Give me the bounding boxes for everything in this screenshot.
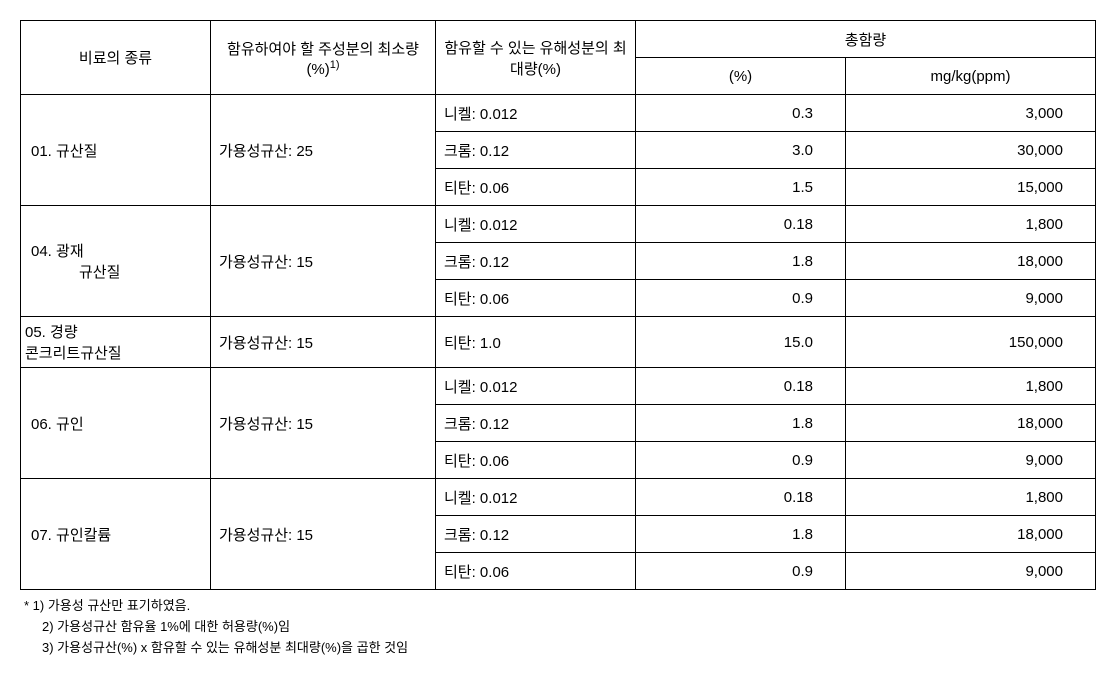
pct-cell: 3.0 [636,132,846,169]
ppm-cell: 30,000 [846,132,1096,169]
ppm-cell: 1,800 [846,368,1096,405]
harm-cell: 티탄: 0.06 [436,442,636,479]
type-line1: 01. 규산질 [31,143,97,160]
table-row: 07. 규인칼륨 가용성규산: 15 니켈: 0.012 0.18 1,800 [21,479,1096,516]
type-line2: 콘크리트규산질 [25,345,122,362]
ppm-cell: 18,000 [846,516,1096,553]
type-cell: 07. 규인칼륨 [21,479,211,590]
harm-cell: 니켈: 0.012 [436,368,636,405]
harm-cell: 크롬: 0.12 [436,132,636,169]
hdr-total-pct: (%) [636,58,846,95]
pct-cell: 0.18 [636,368,846,405]
type-cell: 04. 광재 규산질 [21,206,211,317]
harm-cell: 니켈: 0.012 [436,206,636,243]
main-cell: 가용성규산: 15 [211,317,436,368]
harm-cell: 니켈: 0.012 [436,479,636,516]
harm-cell: 티탄: 0.06 [436,553,636,590]
type-line1: 07. 규인칼륨 [31,527,111,544]
hdr-harm: 함유할 수 있는 유해성분의 최대량(%) [436,21,636,95]
footnote-1: * 1) 가용성 규산만 표기하였음. [24,598,190,613]
main-cell: 가용성규산: 15 [211,206,436,317]
ppm-cell: 15,000 [846,169,1096,206]
ppm-cell: 1,800 [846,206,1096,243]
footnote-2: 2) 가용성규산 함유율 1%에 대한 허용량(%)임 [24,617,1095,638]
ppm-cell: 18,000 [846,243,1096,280]
harm-cell: 크롬: 0.12 [436,405,636,442]
harm-cell: 크롬: 0.12 [436,243,636,280]
ppm-cell: 9,000 [846,553,1096,590]
main-cell: 가용성규산: 15 [211,479,436,590]
hdr-total-group: 총함량 [636,21,1096,58]
pct-cell: 0.9 [636,280,846,317]
ppm-cell: 18,000 [846,405,1096,442]
table-row: 01. 규산질 가용성규산: 25 니켈: 0.012 0.3 3,000 [21,95,1096,132]
table-row: 04. 광재 규산질 가용성규산: 15 니켈: 0.012 0.18 1,80… [21,206,1096,243]
harm-cell: 티탄: 1.0 [436,317,636,368]
footnote-3: 3) 가용성규산(%) x 함유할 수 있는 유해성분 최대량(%)을 곱한 것… [24,638,1095,659]
pct-cell: 1.8 [636,243,846,280]
hdr-total-ppm: mg/kg(ppm) [846,58,1096,95]
ppm-cell: 3,000 [846,95,1096,132]
main-cell: 가용성규산: 25 [211,95,436,206]
pct-cell: 0.18 [636,206,846,243]
pct-cell: 0.9 [636,442,846,479]
type-line1: 05. 경량 [25,324,78,341]
fertilizer-table: 비료의 종류 함유하여야 할 주성분의 최소량(%)1) 함유할 수 있는 유해… [20,20,1096,590]
hdr-main: 함유하여야 할 주성분의 최소량(%)1) [211,21,436,95]
ppm-cell: 1,800 [846,479,1096,516]
main-cell: 가용성규산: 15 [211,368,436,479]
hdr-type: 비료의 종류 [21,21,211,95]
type-cell: 05. 경량 콘크리트규산질 [21,317,211,368]
pct-cell: 1.8 [636,516,846,553]
ppm-cell: 9,000 [846,280,1096,317]
harm-cell: 크롬: 0.12 [436,516,636,553]
pct-cell: 1.8 [636,405,846,442]
harm-cell: 티탄: 0.06 [436,169,636,206]
hdr-main-text: 함유하여야 할 주성분의 최소량(%) [227,41,419,78]
header-row-1: 비료의 종류 함유하여야 할 주성분의 최소량(%)1) 함유할 수 있는 유해… [21,21,1096,58]
ppm-cell: 150,000 [846,317,1096,368]
harm-cell: 니켈: 0.012 [436,95,636,132]
footnotes: * 1) 가용성 규산만 표기하였음. 2) 가용성규산 함유율 1%에 대한 … [20,596,1095,658]
pct-cell: 1.5 [636,169,846,206]
pct-cell: 15.0 [636,317,846,368]
harm-cell: 티탄: 0.06 [436,280,636,317]
table-row: 06. 규인 가용성규산: 15 니켈: 0.012 0.18 1,800 [21,368,1096,405]
type-line2: 규산질 [31,261,202,282]
type-line1: 06. 규인 [31,416,84,433]
type-cell: 06. 규인 [21,368,211,479]
hdr-main-sup: 1) [330,59,340,71]
ppm-cell: 9,000 [846,442,1096,479]
pct-cell: 0.3 [636,95,846,132]
pct-cell: 0.9 [636,553,846,590]
type-cell: 01. 규산질 [21,95,211,206]
table-row: 05. 경량 콘크리트규산질 가용성규산: 15 티탄: 1.0 15.0 15… [21,317,1096,368]
type-line1: 04. 광재 [31,243,84,260]
pct-cell: 0.18 [636,479,846,516]
